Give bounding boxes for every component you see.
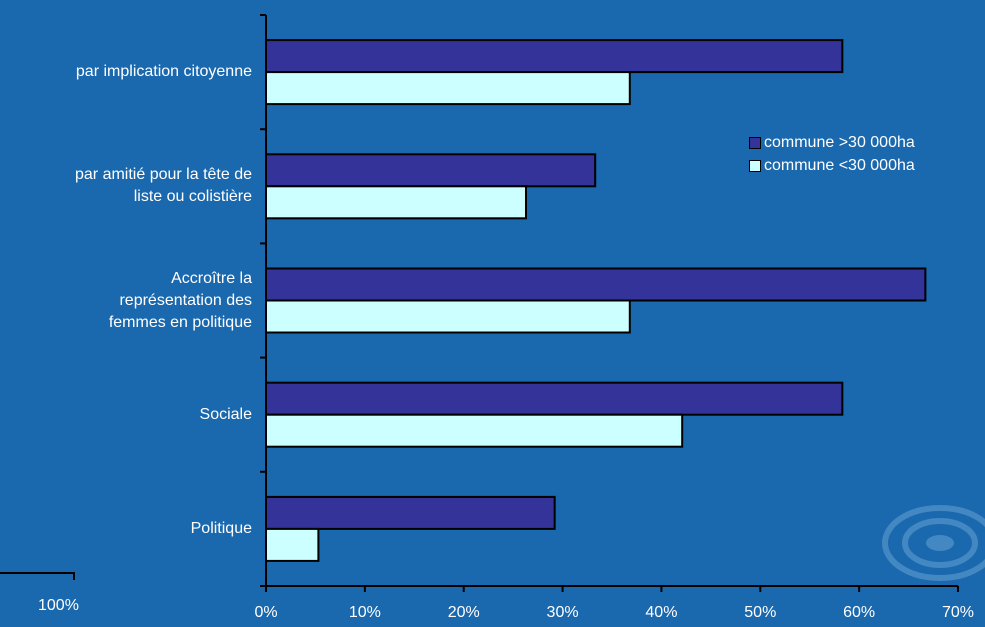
bar-large-2 <box>265 267 927 302</box>
category-label: Accroître la représentation des femmes en … <box>0 268 252 334</box>
x-tick-label: 60% <box>843 604 876 621</box>
x-tick-label: 10% <box>348 604 381 621</box>
category-label-line: par amitié pour la tête de <box>75 166 252 184</box>
x-tick-label: 40% <box>645 604 678 621</box>
ripple-decoration <box>882 505 985 581</box>
category-label-line: Politique <box>190 519 252 537</box>
bar-large-0 <box>265 39 844 74</box>
x-tick-label: 20% <box>447 604 480 621</box>
legend-swatch-large <box>749 136 761 149</box>
category-label-line: Sociale <box>199 405 252 423</box>
legend-item-large: commune >30 000ha <box>749 131 915 154</box>
x-tick-label: 70% <box>941 604 975 621</box>
category-label-line: femmes en politique <box>108 313 252 331</box>
category-label-line: par implication citoyenne <box>75 63 252 81</box>
category-label: Politique <box>0 518 252 540</box>
legend-swatch-small <box>749 159 761 172</box>
bar-small-3 <box>265 413 684 448</box>
legend-label-large: commune >30 000ha <box>764 133 915 151</box>
bar-large-4 <box>265 495 556 530</box>
legend: commune >30 000ha commune <30 000ha <box>749 131 915 177</box>
legend-label-small: commune <30 000ha <box>764 156 915 174</box>
bar-large-3 <box>265 381 844 416</box>
x-tick-label: 30% <box>546 604 579 621</box>
x-tick-label: 50% <box>744 604 777 621</box>
bar-small-4 <box>265 527 320 562</box>
category-label: par implication citoyenne <box>0 61 252 83</box>
bar-small-0 <box>265 71 631 106</box>
category-label-line: Accroître la <box>171 269 252 287</box>
legend-item-small: commune <30 000ha <box>749 154 915 177</box>
category-label-line: liste ou colistière <box>133 188 252 206</box>
category-label: par amitié pour la tête de liste ou colis… <box>0 164 252 208</box>
category-label: Sociale <box>0 404 252 426</box>
bar-small-2 <box>265 299 631 334</box>
bar-small-1 <box>265 185 527 220</box>
x-tick-label: 0% <box>254 604 278 621</box>
category-label-line: représentation des <box>119 291 252 309</box>
bar-large-1 <box>265 153 597 188</box>
stray-axis-label: 100% <box>38 597 79 614</box>
